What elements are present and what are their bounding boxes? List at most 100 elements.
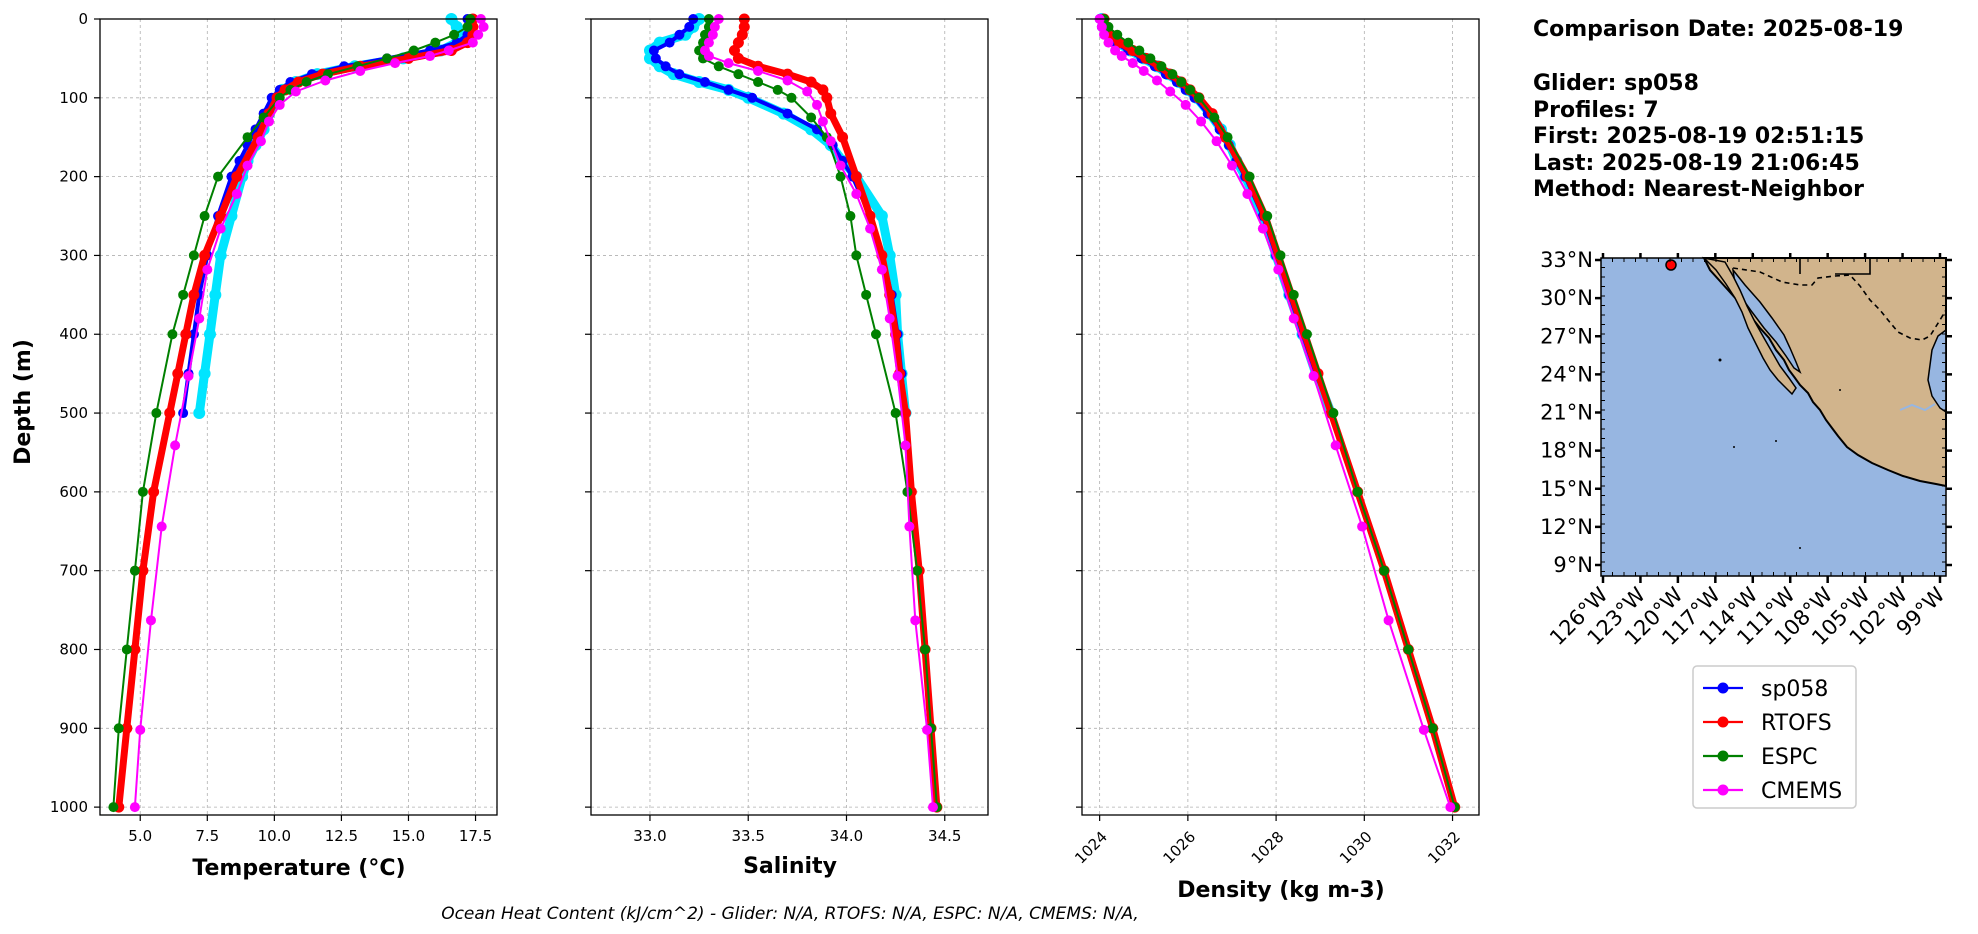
data-point-ESPC <box>1262 211 1273 222</box>
data-point-ESPC <box>1145 53 1156 64</box>
data-point-CMEMS <box>1357 521 1368 532</box>
data-point-CMEMS <box>1308 371 1319 382</box>
data-point-ESPC <box>1156 61 1167 72</box>
island <box>1718 358 1722 362</box>
data-point-sp058 <box>723 84 734 95</box>
data-point-CMEMS <box>1165 86 1176 97</box>
x-tick-label: 5.0 <box>128 827 152 845</box>
data-point-ESPC <box>449 29 460 40</box>
data-point-ESPC <box>920 644 931 655</box>
data-point-ESPC <box>382 53 393 64</box>
legend-label: RTOFS <box>1761 711 1832 736</box>
series-RTOFS <box>1098 13 1461 813</box>
data-point-cyan <box>209 288 222 301</box>
data-point-RTOFS <box>199 249 211 261</box>
map-lat-label: 9°N <box>1553 553 1593 577</box>
x-tick-label: 15.0 <box>392 827 425 845</box>
axes-frame <box>1081 18 1480 816</box>
data-point-sp058 <box>699 77 710 88</box>
x-tick-label: 1028 <box>1248 828 1288 868</box>
y-tick-label: 700 <box>59 562 88 580</box>
data-point-CMEMS <box>129 802 140 813</box>
legend-label: sp058 <box>1761 677 1828 702</box>
data-point-RTOFS <box>129 643 141 655</box>
data-point-CMEMS <box>1330 440 1341 451</box>
legend-item-ESPC: ESPC <box>1703 745 1818 770</box>
data-point-CMEMS <box>255 136 266 147</box>
data-point-CMEMS <box>390 58 401 69</box>
comparison-date: Comparison Date: 2025-08-19 <box>1533 17 1903 42</box>
data-point-CMEMS <box>910 615 921 626</box>
data-point-cyan <box>875 210 888 223</box>
data-point-CMEMS <box>884 313 895 324</box>
series-ESPC <box>1099 14 1460 813</box>
data-point-RTOFS <box>137 565 149 577</box>
x-tick-label: 10.0 <box>258 827 291 845</box>
series-line-sp058 <box>1097 17 1334 416</box>
data-point-cyan <box>203 328 216 341</box>
y-tick-label: 0 <box>78 10 88 28</box>
legend-marker <box>1717 750 1729 762</box>
data-point-cyan <box>198 367 211 380</box>
data-point-CMEMS <box>263 116 274 127</box>
data-point-sp058 <box>648 45 659 56</box>
data-point-sp058 <box>684 21 695 32</box>
data-point-CMEMS <box>1116 51 1127 62</box>
y-tick-label: 300 <box>59 246 88 264</box>
data-point-ESPC <box>178 289 189 300</box>
data-point-ESPC <box>699 29 710 40</box>
data-point-cyan <box>214 249 227 262</box>
legend-marker <box>1717 682 1729 694</box>
island <box>1775 440 1777 442</box>
data-point-CMEMS <box>1257 223 1268 234</box>
x-axis-label-density: Density (kg m-3) <box>1177 878 1385 903</box>
data-point-CMEMS <box>1418 724 1429 735</box>
data-point-CMEMS <box>1226 160 1237 171</box>
data-point-ESPC <box>1209 112 1220 123</box>
data-point-RTOFS <box>121 722 133 734</box>
island <box>1839 389 1841 391</box>
location-map: 33°N30°N27°N24°N21°N18°N15°N12°N9°N126°W… <box>1540 248 1952 650</box>
glider-position-marker <box>1665 259 1677 271</box>
legend-item-RTOFS: RTOFS <box>1703 711 1832 736</box>
island <box>1733 446 1735 448</box>
x-axis-label-temperature: Temperature (°C) <box>192 856 405 881</box>
data-point-CMEMS <box>1110 45 1121 56</box>
data-point-RTOFS <box>180 328 192 340</box>
data-point-ESPC <box>1222 132 1233 143</box>
data-point-sp058 <box>664 37 675 48</box>
data-point-ESPC <box>1112 29 1123 40</box>
x-tick-label: 7.5 <box>195 827 219 845</box>
data-point-ESPC <box>835 171 846 182</box>
info-block: Comparison Date: 2025-08-19 Glider: sp05… <box>1533 17 1903 202</box>
data-point-CMEMS <box>904 521 915 532</box>
map-river <box>1899 403 1936 412</box>
data-point-CMEMS <box>825 136 836 147</box>
data-point-CMEMS <box>1151 75 1162 86</box>
data-point-CMEMS <box>1288 313 1299 324</box>
data-point-ESPC <box>1134 45 1145 56</box>
x-tick-label: 12.5 <box>325 827 358 845</box>
data-point-cyan <box>193 407 206 420</box>
data-point-ESPC <box>1193 92 1204 103</box>
data-point-CMEMS <box>1445 802 1456 813</box>
map-lat-label: 27°N <box>1540 324 1593 348</box>
x-tick-label: 34.5 <box>928 827 961 845</box>
data-point-CMEMS <box>922 724 933 735</box>
data-point-ESPC <box>1328 408 1339 419</box>
map-lat-label: 15°N <box>1540 477 1593 501</box>
data-point-RTOFS <box>864 210 876 222</box>
data-point-CMEMS <box>709 21 720 32</box>
y-tick-label: 1000 <box>50 798 88 816</box>
us-mexico-border <box>1732 267 1947 341</box>
data-point-RTOFS <box>805 76 817 88</box>
data-point-ESPC <box>1123 37 1134 48</box>
data-point-ESPC <box>301 77 312 88</box>
last-time: Last: 2025-08-19 21:06:45 <box>1533 151 1860 176</box>
data-point-CMEMS <box>782 75 793 86</box>
data-point-CMEMS <box>1099 29 1110 40</box>
data-point-ESPC <box>861 289 872 300</box>
legend-label: CMEMS <box>1761 779 1842 804</box>
data-point-ESPC <box>733 69 744 80</box>
